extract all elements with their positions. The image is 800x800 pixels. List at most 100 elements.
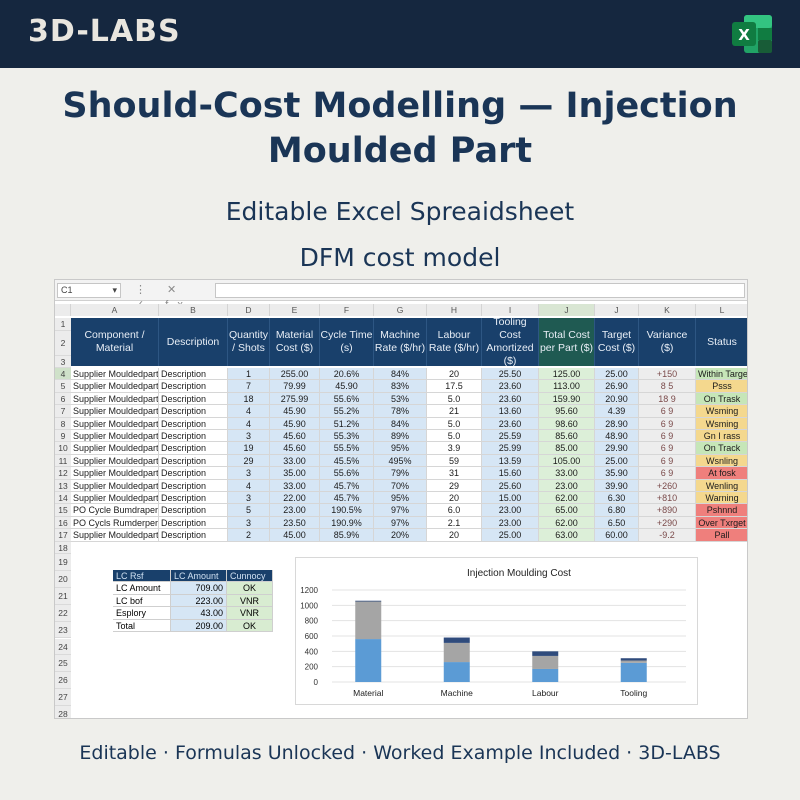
- summary-cell[interactable]: OK: [227, 619, 273, 632]
- summary-cell[interactable]: Esplory: [113, 607, 171, 620]
- table-cell[interactable]: 25.00: [482, 529, 539, 542]
- table-cell[interactable]: 3: [228, 492, 270, 505]
- row-header[interactable]: 13: [55, 479, 71, 492]
- table-cell[interactable]: 95%: [374, 492, 427, 505]
- table-cell[interactable]: 25.60: [482, 479, 539, 492]
- table-cell[interactable]: 4: [228, 417, 270, 430]
- status-badge[interactable]: Pall: [696, 529, 747, 542]
- table-cell[interactable]: 113.00: [539, 380, 595, 393]
- table-cell[interactable]: 45.90: [320, 380, 374, 393]
- column-header[interactable]: J: [539, 304, 595, 316]
- table-cell[interactable]: 20: [427, 492, 482, 505]
- table-cell[interactable]: 31: [427, 467, 482, 480]
- table-cell[interactable]: 8 5: [639, 380, 696, 393]
- table-cell[interactable]: 85.60: [539, 430, 595, 443]
- row-header[interactable]: 27: [55, 689, 71, 707]
- table-cell[interactable]: 25.00: [595, 368, 639, 381]
- table-cell[interactable]: 33.00: [270, 479, 320, 492]
- table-cell[interactable]: 89%: [374, 430, 427, 443]
- status-badge[interactable]: Psss: [696, 380, 747, 393]
- table-cell[interactable]: 6 9: [639, 417, 696, 430]
- table-cell[interactable]: 29: [228, 454, 270, 468]
- table-cell[interactable]: 83%: [374, 380, 427, 393]
- table-cell[interactable]: 79%: [374, 467, 427, 480]
- column-header[interactable]: I: [482, 304, 539, 316]
- table-cell[interactable]: 55.6%: [320, 467, 374, 480]
- table-cell[interactable]: 18 9: [639, 392, 696, 406]
- summary-cell[interactable]: 209.00: [171, 619, 227, 632]
- table-cell[interactable]: 95%: [374, 442, 427, 455]
- table-cell[interactable]: 23.60: [482, 380, 539, 393]
- status-badge[interactable]: At fosk: [696, 467, 747, 480]
- formula-input[interactable]: [215, 283, 745, 298]
- row-header[interactable]: 12: [55, 467, 71, 480]
- table-cell[interactable]: 6.80: [595, 504, 639, 517]
- table-cell[interactable]: 35.90: [595, 467, 639, 480]
- table-cell[interactable]: 55.2%: [320, 405, 374, 418]
- summary-cell[interactable]: OK: [227, 582, 273, 595]
- table-cell[interactable]: 53%: [374, 392, 427, 406]
- summary-cell[interactable]: 709.00: [171, 582, 227, 595]
- table-cell[interactable]: Description: [159, 479, 228, 492]
- column-header[interactable]: L: [696, 304, 747, 316]
- table-cell[interactable]: 7: [228, 380, 270, 393]
- table-cell[interactable]: 4: [228, 479, 270, 492]
- row-header[interactable]: 7: [55, 405, 71, 418]
- table-cell[interactable]: 84%: [374, 368, 427, 381]
- table-cell[interactable]: 26.90: [595, 380, 639, 393]
- table-cell[interactable]: 63.00: [539, 529, 595, 542]
- row-header[interactable]: 22: [55, 604, 71, 622]
- table-cell[interactable]: Supplier Mouldedpart: [71, 368, 159, 381]
- table-cell[interactable]: Supplier Mouldedpart: [71, 380, 159, 393]
- table-cell[interactable]: 95.60: [539, 405, 595, 418]
- summary-cell[interactable]: Cunnocy: [227, 570, 273, 583]
- row-header[interactable]: 1: [55, 318, 71, 331]
- table-cell[interactable]: Supplier Mouldedpart: [71, 392, 159, 406]
- table-cell[interactable]: Description: [159, 529, 228, 542]
- table-cell[interactable]: 33.00: [270, 454, 320, 468]
- table-cell[interactable]: 45.00: [270, 529, 320, 542]
- table-cell[interactable]: 79.99: [270, 380, 320, 393]
- table-cell[interactable]: 5.0: [427, 430, 482, 443]
- table-cell[interactable]: 84%: [374, 417, 427, 430]
- table-cell[interactable]: 97%: [374, 516, 427, 530]
- table-cell[interactable]: 5: [228, 504, 270, 517]
- table-cell[interactable]: 85.00: [539, 442, 595, 455]
- table-cell[interactable]: 6.0: [427, 504, 482, 517]
- table-cell[interactable]: 3: [228, 430, 270, 443]
- summary-cell[interactable]: 43.00: [171, 607, 227, 620]
- row-header[interactable]: 8: [55, 417, 71, 430]
- table-cell[interactable]: 85.9%: [320, 529, 374, 542]
- table-cell[interactable]: 62.00: [539, 492, 595, 505]
- table-cell[interactable]: 2.1: [427, 516, 482, 530]
- table-cell[interactable]: Supplier Mouldedpart: [71, 417, 159, 430]
- row-header[interactable]: 20: [55, 570, 71, 588]
- table-cell[interactable]: 6 9: [639, 430, 696, 443]
- table-cell[interactable]: 6 9: [639, 405, 696, 418]
- table-cell[interactable]: Supplier Mouldedpart: [71, 467, 159, 480]
- table-cell[interactable]: 1: [228, 368, 270, 381]
- table-cell[interactable]: 23.60: [482, 417, 539, 430]
- table-cell[interactable]: 6 9: [639, 467, 696, 480]
- table-cell[interactable]: 28.90: [595, 417, 639, 430]
- table-cell[interactable]: Description: [159, 504, 228, 517]
- table-cell[interactable]: 45.60: [270, 442, 320, 455]
- table-cell[interactable]: 60.00: [595, 529, 639, 542]
- table-cell[interactable]: 23.00: [539, 479, 595, 492]
- row-header[interactable]: 21: [55, 587, 71, 605]
- row-header[interactable]: 2: [55, 331, 71, 356]
- table-cell[interactable]: 3.9: [427, 442, 482, 455]
- table-cell[interactable]: 6.30: [595, 492, 639, 505]
- table-cell[interactable]: Description: [159, 368, 228, 381]
- table-cell[interactable]: 23.00: [482, 504, 539, 517]
- summary-cell[interactable]: VNR: [227, 594, 273, 608]
- table-cell[interactable]: 23.50: [270, 516, 320, 530]
- table-cell[interactable]: 13.59: [482, 454, 539, 468]
- table-cell[interactable]: Description: [159, 516, 228, 530]
- table-cell[interactable]: 275.99: [270, 392, 320, 406]
- summary-cell[interactable]: LC Rsf: [113, 570, 171, 583]
- row-header[interactable]: 4: [55, 368, 71, 381]
- row-header[interactable]: 17: [55, 529, 71, 542]
- table-cell[interactable]: PO Cycls Rumderper: [71, 516, 159, 530]
- table-cell[interactable]: 20.90: [595, 392, 639, 406]
